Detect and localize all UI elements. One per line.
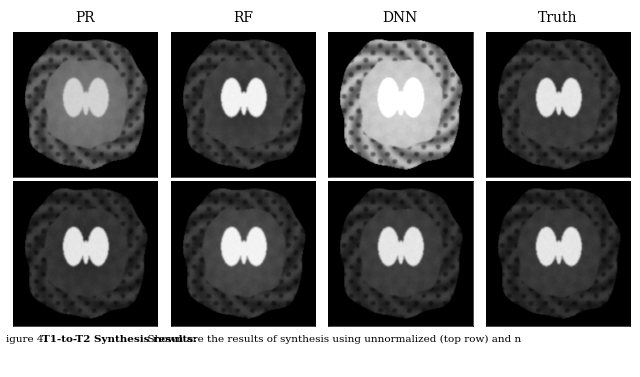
Text: RF: RF: [233, 11, 253, 25]
Text: DNN: DNN: [383, 11, 418, 25]
Text: Shown are the results of synthesis using unnormalized (top row) and n: Shown are the results of synthesis using…: [141, 336, 521, 345]
Text: PR: PR: [76, 11, 95, 25]
Text: T1-to-T2 Synthesis results:: T1-to-T2 Synthesis results:: [42, 336, 196, 344]
Text: igure 4.: igure 4.: [6, 336, 54, 344]
Text: Truth: Truth: [538, 11, 578, 25]
